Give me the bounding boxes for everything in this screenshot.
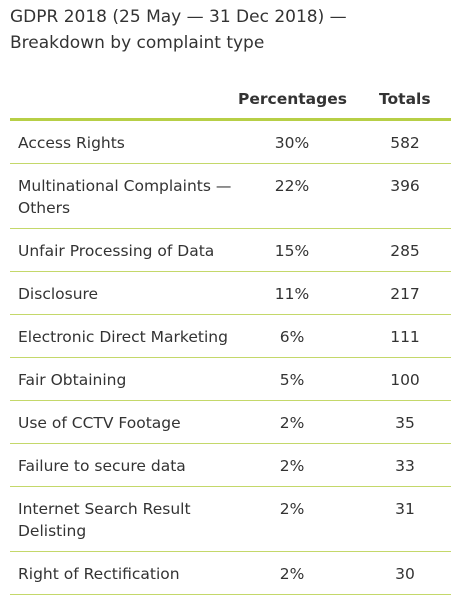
header-percentages: Percentages (238, 90, 347, 108)
percentage-cell: 2% (279, 500, 305, 518)
total-cell: 30 (395, 565, 415, 583)
table-row: Right of Rectification 2% 30 (10, 552, 451, 595)
table-row: Access Rights 30% 582 (10, 121, 451, 164)
page-title: GDPR 2018 (25 May — 31 Dec 2018) — Break… (10, 4, 450, 56)
percentage-cell: 30% (274, 134, 310, 152)
percentage-cell: 15% (274, 242, 310, 260)
complaint-type: Use of CCTV Footage (18, 414, 181, 432)
percentage-cell: 5% (279, 371, 305, 389)
total-cell: 111 (390, 328, 420, 346)
total-cell: 100 (390, 371, 420, 389)
complaint-type: Disclosure (18, 285, 99, 303)
table-row: Unfair Processing of Data 15% 285 (10, 229, 451, 272)
percentage-cell: 2% (279, 414, 305, 432)
complaint-type: Multinational Complaints — Others (18, 177, 232, 217)
total-cell: 31 (395, 500, 415, 518)
table-row: Multinational Complaints — Others 22% 39… (10, 164, 451, 229)
total-cell: 396 (390, 177, 420, 195)
percentage-cell: 2% (279, 457, 305, 475)
header-divider (10, 118, 451, 121)
title-line-1: GDPR 2018 (25 May — 31 Dec 2018) — (10, 7, 347, 27)
total-cell: 582 (390, 134, 420, 152)
title-line-2: Breakdown by complaint type (10, 33, 265, 53)
total-cell: 33 (395, 457, 415, 475)
complaints-table: Percentages Totals Access Rights 30% 582… (10, 82, 451, 595)
complaint-type: Access Rights (18, 134, 125, 152)
header-totals: Totals (379, 90, 431, 108)
table-row: Electronic Direct Marketing 6% 111 (10, 315, 451, 358)
complaint-type: Right of Rectification (18, 565, 180, 583)
total-cell: 285 (390, 242, 420, 260)
table-header: Percentages Totals (10, 82, 451, 118)
percentage-cell: 11% (274, 285, 310, 303)
total-cell: 217 (390, 285, 420, 303)
percentage-cell: 6% (279, 328, 305, 346)
table-row: Failure to secure data 2% 33 (10, 444, 451, 487)
table-row: Internet Search Result Delisting 2% 31 (10, 487, 451, 552)
table-row: Fair Obtaining 5% 100 (10, 358, 451, 401)
percentage-cell: 22% (274, 177, 310, 195)
table-row: Use of CCTV Footage 2% 35 (10, 401, 451, 444)
table-row: Disclosure 11% 217 (10, 272, 451, 315)
complaint-type: Electronic Direct Marketing (18, 328, 228, 346)
percentage-cell: 2% (279, 565, 305, 583)
complaint-type: Internet Search Result Delisting (18, 500, 191, 540)
complaint-type: Unfair Processing of Data (18, 242, 215, 260)
complaint-type: Fair Obtaining (18, 371, 127, 389)
complaint-type: Failure to secure data (18, 457, 186, 475)
total-cell: 35 (395, 414, 415, 432)
